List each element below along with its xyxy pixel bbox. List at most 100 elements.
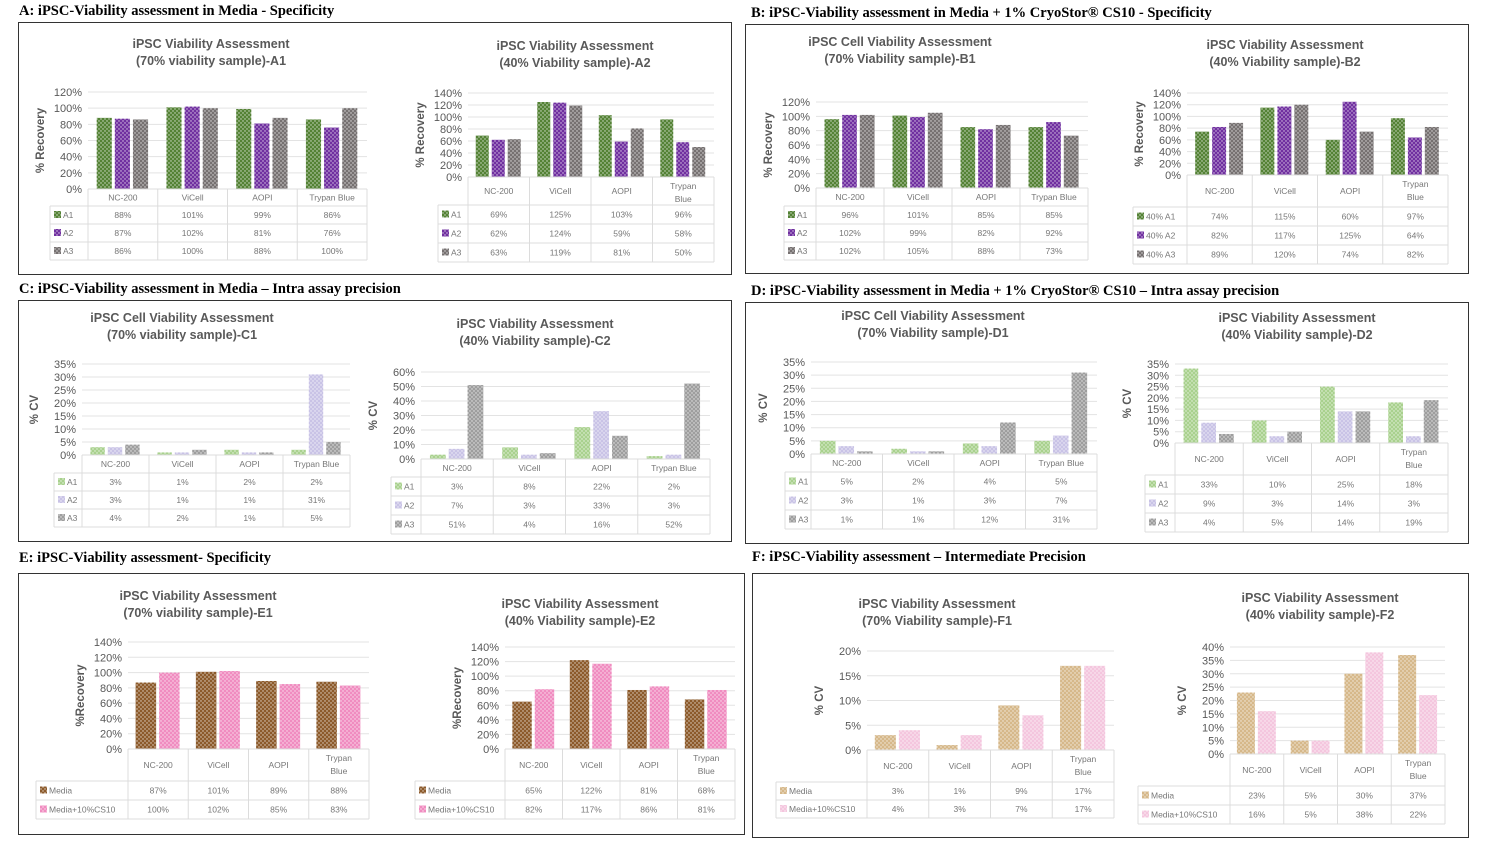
bar-media-nc-200	[135, 682, 157, 749]
y-tick-label: 20%	[54, 398, 76, 410]
y-tick-label: 20%	[393, 425, 415, 437]
y-tick-label: 10%	[839, 696, 861, 708]
bar-a1-nc-200	[819, 440, 836, 454]
data-label: 58%	[675, 229, 692, 239]
x-category-label: Trypan Blue	[1038, 458, 1084, 468]
legend-swatch	[58, 496, 65, 503]
data-label: 88%	[254, 246, 271, 256]
data-label: 99%	[254, 210, 271, 220]
legend-swatch	[788, 247, 795, 254]
data-label: 86%	[114, 246, 131, 256]
legend-label: A2	[63, 228, 74, 238]
y-tick-label: 30%	[54, 372, 76, 384]
legend-label: 40% A3	[1146, 250, 1176, 260]
data-label: 5%	[1055, 477, 1068, 487]
data-label: 5%	[310, 513, 323, 523]
y-tick-label: 25%	[783, 383, 805, 395]
x-category-label: NC-200	[108, 193, 138, 203]
data-label: 102%	[839, 246, 861, 256]
y-tick-label: 10%	[1202, 722, 1224, 734]
x-category-label: AOPI	[976, 192, 996, 202]
data-label: 82%	[1407, 250, 1424, 260]
bar-a1-trypan-blue	[1034, 440, 1050, 454]
y-tick-label: 140%	[94, 637, 122, 649]
data-label: 105%	[907, 246, 929, 256]
data-label: 31%	[308, 495, 325, 505]
data-label: 4%	[892, 804, 905, 814]
chart-title-line: (70% viability sample)-C1	[107, 328, 257, 342]
chart-svg-C1: iPSC Cell Viability Assessment (70% viabi…	[29, 311, 351, 528]
bar-media-10-cs10-nc-200	[1257, 711, 1276, 754]
x-category-label: Trypan Blue	[294, 459, 340, 469]
y-tick-label: 120%	[782, 97, 810, 109]
data-label: 14%	[1337, 499, 1354, 509]
x-category-label: AOPI	[239, 459, 259, 469]
data-label: 62%	[490, 229, 507, 239]
x-category-label: NC-200	[1205, 186, 1235, 196]
data-label: 23%	[1248, 791, 1265, 801]
data-label: 1%	[841, 515, 854, 525]
bar-a3-aopi	[1000, 422, 1016, 454]
legend-label: Media	[789, 786, 812, 796]
bar-a3-nc-200	[1218, 433, 1234, 443]
x-category-label: AOPI	[1340, 186, 1360, 196]
x-category-label: Blue	[330, 766, 347, 776]
panel-b-frame	[745, 24, 1469, 274]
chart-a2: iPSC Viability Assessment (40% Viability …	[380, 30, 720, 270]
chart-title-line: iPSC Cell Viability Assessment	[808, 35, 992, 49]
x-category-label: AOPI	[1354, 765, 1374, 775]
chart-title-line: iPSC Viability Assessment	[858, 597, 1016, 611]
data-label: 81%	[698, 805, 715, 815]
legend-label: A2	[404, 501, 415, 511]
y-tick-label: 0%	[399, 454, 415, 466]
legend-swatch	[788, 229, 795, 236]
data-label: 69%	[490, 210, 507, 220]
x-category-label: ViCell	[549, 186, 571, 196]
bar-media-aopi	[256, 680, 277, 749]
data-label: 1%	[243, 513, 256, 523]
bar-a3-vicell	[202, 108, 218, 189]
y-tick-label: 80%	[477, 686, 499, 698]
legend-swatch	[789, 496, 796, 504]
bar-media-10-cs10-vicell	[592, 663, 612, 749]
x-category-label: ViCell	[580, 760, 602, 770]
bar-a1-vicell	[166, 107, 182, 189]
x-category-label: NC-200	[883, 761, 913, 771]
data-label: 3%	[892, 786, 905, 796]
chart-title-line: (40% Viability sample)-A2	[499, 56, 650, 70]
data-label: 25%	[1337, 480, 1354, 490]
panel-f-frame	[752, 573, 1469, 838]
data-label: 60%	[1342, 212, 1359, 222]
data-label: 2%	[668, 482, 681, 492]
y-tick-label: 15%	[1202, 709, 1224, 721]
data-label: 5%	[1304, 810, 1317, 820]
chart-c1: iPSC Cell Viability Assessment (70% Viabi…	[745, 308, 1115, 538]
y-tick-label: 60%	[393, 367, 415, 379]
y-axis-label: %Recovery	[452, 666, 464, 729]
y-tick-label: 20%	[839, 646, 861, 658]
bar-media-10-cs10-aopi	[1365, 652, 1384, 754]
y-tick-label: 25%	[54, 385, 76, 397]
bar-a1-aopi	[960, 127, 976, 188]
bar-a3-vicell	[192, 449, 207, 455]
x-category-label: Trypan Blue	[1031, 192, 1077, 202]
data-label: 2%	[310, 477, 323, 487]
data-label: 37%	[1410, 791, 1427, 801]
data-label: 125%	[1339, 231, 1361, 241]
data-label: 4%	[1203, 518, 1216, 528]
x-category-label: NC-200	[832, 458, 862, 468]
bar-a2-aopi	[593, 411, 610, 459]
data-label: 86%	[640, 805, 657, 815]
x-category-label: ViCell	[207, 760, 229, 770]
chart-title-line: (40% Viability sample)-B2	[1209, 55, 1360, 69]
legend-label: Media+10%CS10	[428, 805, 495, 815]
legend-label: A1	[797, 210, 808, 220]
y-axis-label: % Recovery	[1134, 101, 1146, 167]
y-tick-label: 80%	[440, 124, 462, 136]
bar-a1-vicell	[537, 102, 551, 177]
bar-media-trypan-blue	[316, 681, 337, 749]
x-category-label: AOPI	[1335, 454, 1355, 464]
data-label: 68%	[698, 786, 715, 796]
bar-a2-nc-200	[107, 447, 123, 455]
y-tick-label: 40%	[440, 148, 462, 160]
